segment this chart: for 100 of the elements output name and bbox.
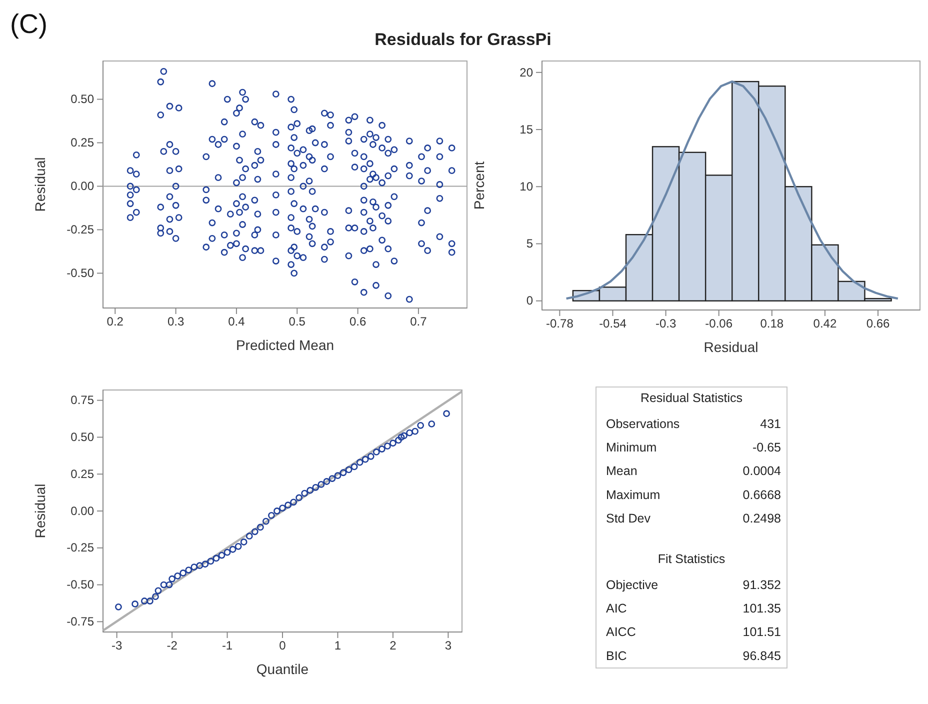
category-label: BIC xyxy=(606,648,627,663)
y-axis-title: Residual xyxy=(32,157,48,212)
point xyxy=(356,458,364,466)
point xyxy=(367,452,374,460)
y-tick-label: 10 xyxy=(520,179,534,194)
category-label: AICC xyxy=(606,625,636,640)
point xyxy=(428,420,436,428)
y-tick-label: 0.75 xyxy=(70,393,94,408)
point xyxy=(146,598,154,604)
y-tick-label: 15 xyxy=(520,122,534,136)
point xyxy=(296,494,303,502)
x-tick-label: 1 xyxy=(334,638,342,653)
y-tick-label: 0.00 xyxy=(70,504,94,518)
x-axis-title: Residual xyxy=(704,339,758,355)
point xyxy=(168,575,176,582)
y-axis-title: Percent xyxy=(471,161,487,210)
x-tick-label: 0.18 xyxy=(760,316,784,331)
text: 91.352 xyxy=(742,578,781,592)
text: 101.35 xyxy=(742,602,781,616)
y-tick-label: 20 xyxy=(520,65,534,80)
x-tick-label: 0.42 xyxy=(813,316,837,331)
point xyxy=(301,490,308,497)
text: 0.6668 xyxy=(742,488,781,502)
point xyxy=(443,410,450,418)
point xyxy=(140,598,148,604)
y-tick-label: -0.50 xyxy=(66,266,94,280)
point xyxy=(417,422,424,429)
point xyxy=(212,554,220,562)
x-tick-label: -1 xyxy=(222,638,233,653)
y-tick-label: -0.50 xyxy=(66,578,94,592)
y-tick-label: -0.75 xyxy=(66,614,94,629)
text: 96.845 xyxy=(742,648,781,663)
y-tick-label: -0.25 xyxy=(66,540,94,555)
point xyxy=(318,480,325,488)
x-tick-label: 0.5 xyxy=(288,314,306,329)
y-tick-label: 0.50 xyxy=(70,430,94,444)
x-tick-label: -3 xyxy=(111,638,122,653)
point xyxy=(166,581,173,588)
point xyxy=(378,446,386,452)
point xyxy=(290,498,297,506)
point xyxy=(400,432,408,440)
x-tick-label: -0.06 xyxy=(705,316,733,331)
y-axis-title: Residual xyxy=(32,484,48,538)
category-label: Objective xyxy=(606,578,658,592)
point xyxy=(246,532,253,540)
x-tick-label: 0.7 xyxy=(410,314,428,329)
point xyxy=(384,442,391,450)
y-tick-label: 0.25 xyxy=(70,466,94,481)
point xyxy=(196,562,204,570)
text: (C) xyxy=(10,9,48,39)
point xyxy=(251,528,258,536)
point xyxy=(268,512,275,519)
point xyxy=(229,546,236,553)
point xyxy=(284,502,292,509)
point xyxy=(334,472,342,480)
point xyxy=(345,466,352,474)
point xyxy=(190,564,198,571)
text: 0.0004 xyxy=(742,464,781,478)
x-axis-title: Quantile xyxy=(256,661,309,677)
point xyxy=(207,558,214,565)
category-label: Std Dev xyxy=(606,511,652,526)
point xyxy=(340,469,347,476)
point xyxy=(328,475,336,482)
x-tick-label: -0.54 xyxy=(599,316,627,331)
point xyxy=(154,587,162,594)
point xyxy=(395,436,402,444)
category-label: Maximum xyxy=(606,488,660,502)
category-label: AIC xyxy=(606,602,627,616)
point xyxy=(350,463,358,470)
x-tick-label: 0.4 xyxy=(228,314,246,329)
point xyxy=(362,456,369,463)
point xyxy=(174,572,182,580)
text: 101.51 xyxy=(742,625,781,640)
point xyxy=(274,508,280,514)
y-tick-label: -0.25 xyxy=(66,222,94,237)
text: Fit Statistics xyxy=(658,552,726,566)
y-tick-label: 5 xyxy=(526,236,534,251)
x-tick-label: 0.66 xyxy=(866,316,890,331)
y-tick-label: 0 xyxy=(526,294,534,308)
text: 0.2498 xyxy=(742,511,781,526)
point xyxy=(398,434,405,441)
text: 431 xyxy=(760,417,781,431)
point xyxy=(306,486,314,494)
x-tick-label: -0.78 xyxy=(546,316,574,331)
point xyxy=(323,478,330,485)
text: Residual Statistics xyxy=(640,391,743,405)
x-tick-label: -2 xyxy=(166,638,178,653)
x-tick-label: 2 xyxy=(390,638,397,653)
y-tick-label: 0.00 xyxy=(70,179,94,194)
point xyxy=(262,518,270,525)
point xyxy=(412,428,419,435)
line-series xyxy=(565,80,899,300)
category-label: Minimum xyxy=(606,440,657,455)
x-tick-label: 0.2 xyxy=(106,314,124,329)
point xyxy=(185,566,192,574)
category-label: Observations xyxy=(606,417,680,431)
point xyxy=(224,548,231,556)
x-axis-title: Predicted Mean xyxy=(236,337,334,353)
point xyxy=(152,593,159,600)
text: -0.65 xyxy=(752,440,781,455)
